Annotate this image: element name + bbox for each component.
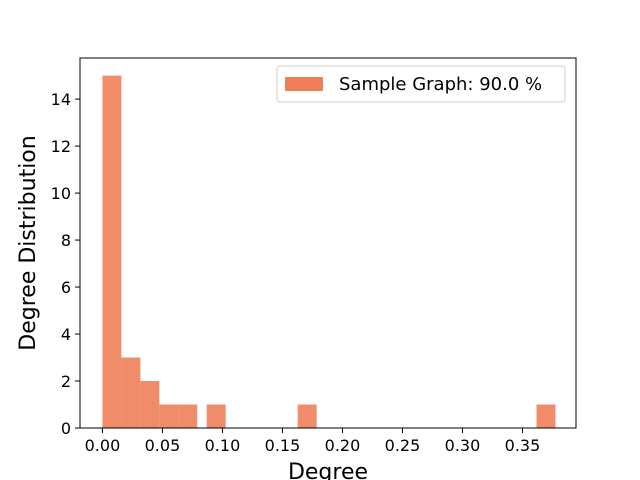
histogram-bar-7 bbox=[536, 404, 556, 428]
legend-frame bbox=[276, 65, 566, 103]
histogram-bar-5 bbox=[206, 404, 226, 428]
histogram-bar-1 bbox=[121, 357, 141, 428]
y-axis-label: Degree Distribution bbox=[16, 135, 41, 350]
legend-swatch bbox=[285, 77, 323, 91]
histogram-bar-0 bbox=[102, 75, 122, 428]
y-tick-label: 10 bbox=[51, 184, 71, 203]
x-tick-label: 0.20 bbox=[325, 436, 361, 455]
x-tick-label: 0.00 bbox=[85, 436, 121, 455]
histogram-bars bbox=[102, 75, 556, 428]
y-tick-label: 12 bbox=[51, 137, 71, 156]
y-tick-label: 4 bbox=[61, 325, 71, 344]
legend-label: Sample Graph: 90.0 % bbox=[339, 74, 542, 95]
x-axis-label: Degree bbox=[288, 460, 368, 480]
plot-area-frame bbox=[79, 57, 577, 429]
x-tick-label: 0.35 bbox=[505, 436, 541, 455]
histogram-bar-6 bbox=[297, 404, 317, 428]
y-tick-label: 6 bbox=[61, 278, 71, 297]
y-tick-label: 14 bbox=[51, 90, 71, 109]
histogram-bar-3 bbox=[159, 404, 179, 428]
x-tick-label: 0.15 bbox=[265, 436, 301, 455]
y-tick-label: 0 bbox=[61, 419, 71, 438]
y-axis: 0 2 4 6 8 10 12 14 bbox=[51, 90, 80, 438]
histogram-bar-4 bbox=[178, 404, 198, 428]
x-tick-label: 0.30 bbox=[445, 436, 481, 455]
histogram-bar-2 bbox=[140, 381, 160, 428]
x-tick-label: 0.25 bbox=[385, 436, 421, 455]
x-tick-label: 0.10 bbox=[205, 436, 241, 455]
y-tick-label: 2 bbox=[61, 372, 71, 391]
legend: Sample Graph: 90.0 % bbox=[276, 65, 566, 103]
y-tick-label: 8 bbox=[61, 231, 71, 250]
x-tick-label: 0.05 bbox=[145, 436, 181, 455]
x-axis: 0.00 0.05 0.10 0.15 0.20 0.25 0.30 0.35 bbox=[85, 428, 541, 455]
